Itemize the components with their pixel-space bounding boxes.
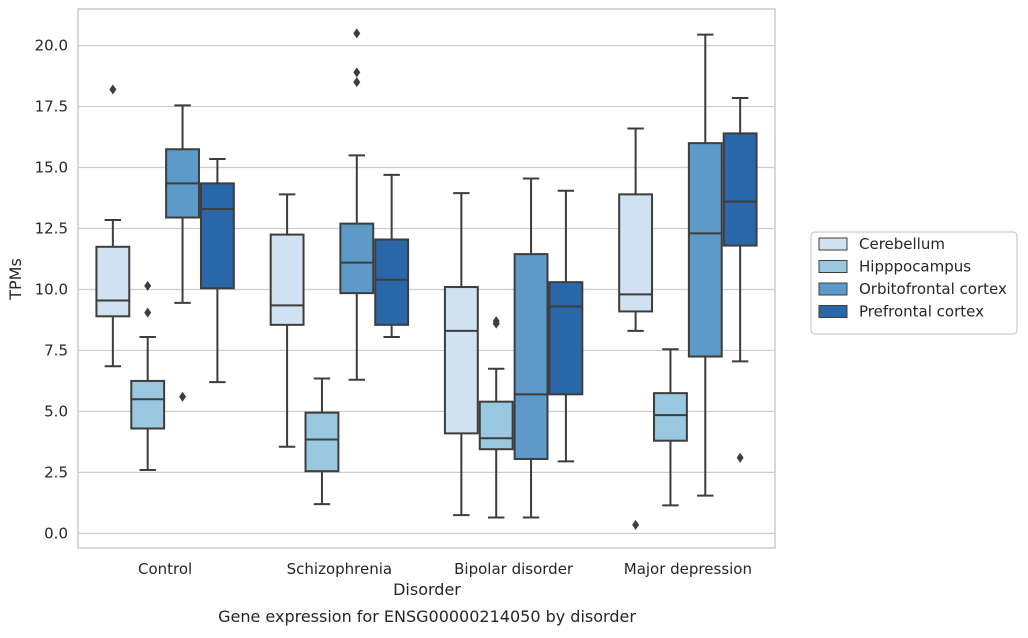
legend-item-orbitofrontal-cortex: Orbitofrontal cortex	[818, 280, 1007, 298]
box-cerebellum-schizophrenia	[269, 193, 305, 448]
outlier-point	[736, 452, 744, 463]
legend-swatch	[818, 260, 848, 273]
legend-swatch	[818, 305, 848, 318]
y-tick-label: 20.0	[35, 37, 68, 55]
x-tick-label: Schizophrenia	[287, 560, 392, 578]
figure-caption: Gene expression for ENSG00000214050 by d…	[218, 607, 636, 626]
y-tick-label: 0.0	[44, 524, 68, 542]
iqr-box	[513, 253, 549, 460]
legend-label: Hipppocampus	[859, 258, 971, 276]
y-tick-label: 15.0	[35, 159, 68, 177]
legend-label: Cerebellum	[859, 235, 945, 253]
series-hipppocampus	[130, 280, 688, 519]
y-tick-label: 17.5	[35, 98, 68, 116]
legend-label: Prefrontal cortex	[859, 303, 984, 321]
outlier-point	[353, 28, 361, 39]
legend-frame	[810, 231, 1018, 335]
iqr-box	[199, 182, 235, 290]
iqr-box	[339, 222, 375, 295]
outlier-point	[144, 280, 152, 291]
box-hipppocampus-control	[130, 280, 166, 471]
iqr-box	[722, 132, 758, 247]
iqr-box	[130, 379, 166, 430]
outlier-point	[179, 391, 187, 402]
box-prefrontal-cortex-schizophrenia	[374, 173, 410, 339]
outlier-point	[492, 316, 500, 327]
box-prefrontal-cortex-major-depression	[722, 97, 758, 463]
box-hipppocampus-bipolar-disorder	[478, 316, 514, 519]
legend-swatch	[818, 237, 848, 251]
iqr-box	[95, 245, 131, 318]
legend-label: Orbitofrontal cortex	[859, 280, 1007, 298]
x-axis-title: Disorder	[393, 580, 461, 599]
legend-item-prefrontal-cortex: Prefrontal cortex	[818, 303, 984, 321]
y-axis-title: TPMs	[6, 258, 25, 301]
iqr-box	[304, 411, 340, 473]
iqr-box	[269, 233, 305, 326]
box-cerebellum-major-depression	[618, 127, 654, 530]
series-cerebellum	[95, 84, 654, 530]
y-tick-label: 2.5	[44, 463, 68, 481]
iqr-box	[478, 400, 514, 451]
y-tick-label: 10.0	[35, 280, 68, 298]
y-tick-label: 12.5	[35, 220, 68, 238]
iqr-box	[618, 193, 654, 313]
box-hipppocampus-schizophrenia	[304, 377, 340, 506]
outlier-point	[109, 84, 117, 95]
iqr-box	[687, 142, 723, 358]
series-orbitofrontal-cortex	[165, 28, 723, 519]
x-tick-label: Control	[138, 560, 192, 578]
outlier-point	[353, 77, 361, 88]
iqr-box	[443, 286, 479, 435]
box-orbitofrontal-cortex-schizophrenia	[339, 28, 375, 381]
iqr-box	[653, 392, 688, 442]
outlier-point	[144, 307, 152, 318]
x-tick-labels: Control Schizophrenia Bipolar disorder Majo…	[138, 560, 752, 578]
legend-item-hipppocampus: Hipppocampus	[818, 258, 971, 276]
iqr-box	[374, 238, 410, 326]
x-tick-label: Major depression	[624, 560, 752, 578]
plot-frame	[77, 8, 776, 549]
box-cerebellum-control	[95, 84, 131, 368]
box-orbitofrontal-cortex-bipolar-disorder	[513, 177, 549, 519]
outlier-point	[632, 519, 640, 530]
y-tick-labels: 0.0 2.5 5.0 7.5 10.0 12.5 15.0 17.5 20.0	[35, 37, 68, 543]
legend-swatch	[818, 282, 848, 296]
y-tick-label: 7.5	[44, 341, 68, 359]
legend: Cerebellum Hipppocampus Orbitofrontal cort…	[810, 231, 1018, 335]
x-tick-label: Bipolar disorder	[454, 560, 574, 578]
box-prefrontal-cortex-bipolar-disorder	[548, 189, 584, 463]
legend-item-cerebellum: Cerebellum	[818, 235, 945, 253]
box-hipppocampus-major-depression	[653, 348, 688, 507]
box-series	[95, 28, 758, 530]
y-tick-label: 5.0	[44, 402, 68, 420]
box-prefrontal-cortex-control	[199, 157, 235, 384]
box-orbitofrontal-cortex-major-depression	[687, 33, 723, 497]
outlier-point	[353, 67, 361, 78]
iqr-box	[548, 281, 584, 396]
series-prefrontal-cortex	[199, 97, 758, 463]
box-orbitofrontal-cortex-control	[165, 104, 200, 402]
box-cerebellum-bipolar-disorder	[443, 192, 479, 517]
